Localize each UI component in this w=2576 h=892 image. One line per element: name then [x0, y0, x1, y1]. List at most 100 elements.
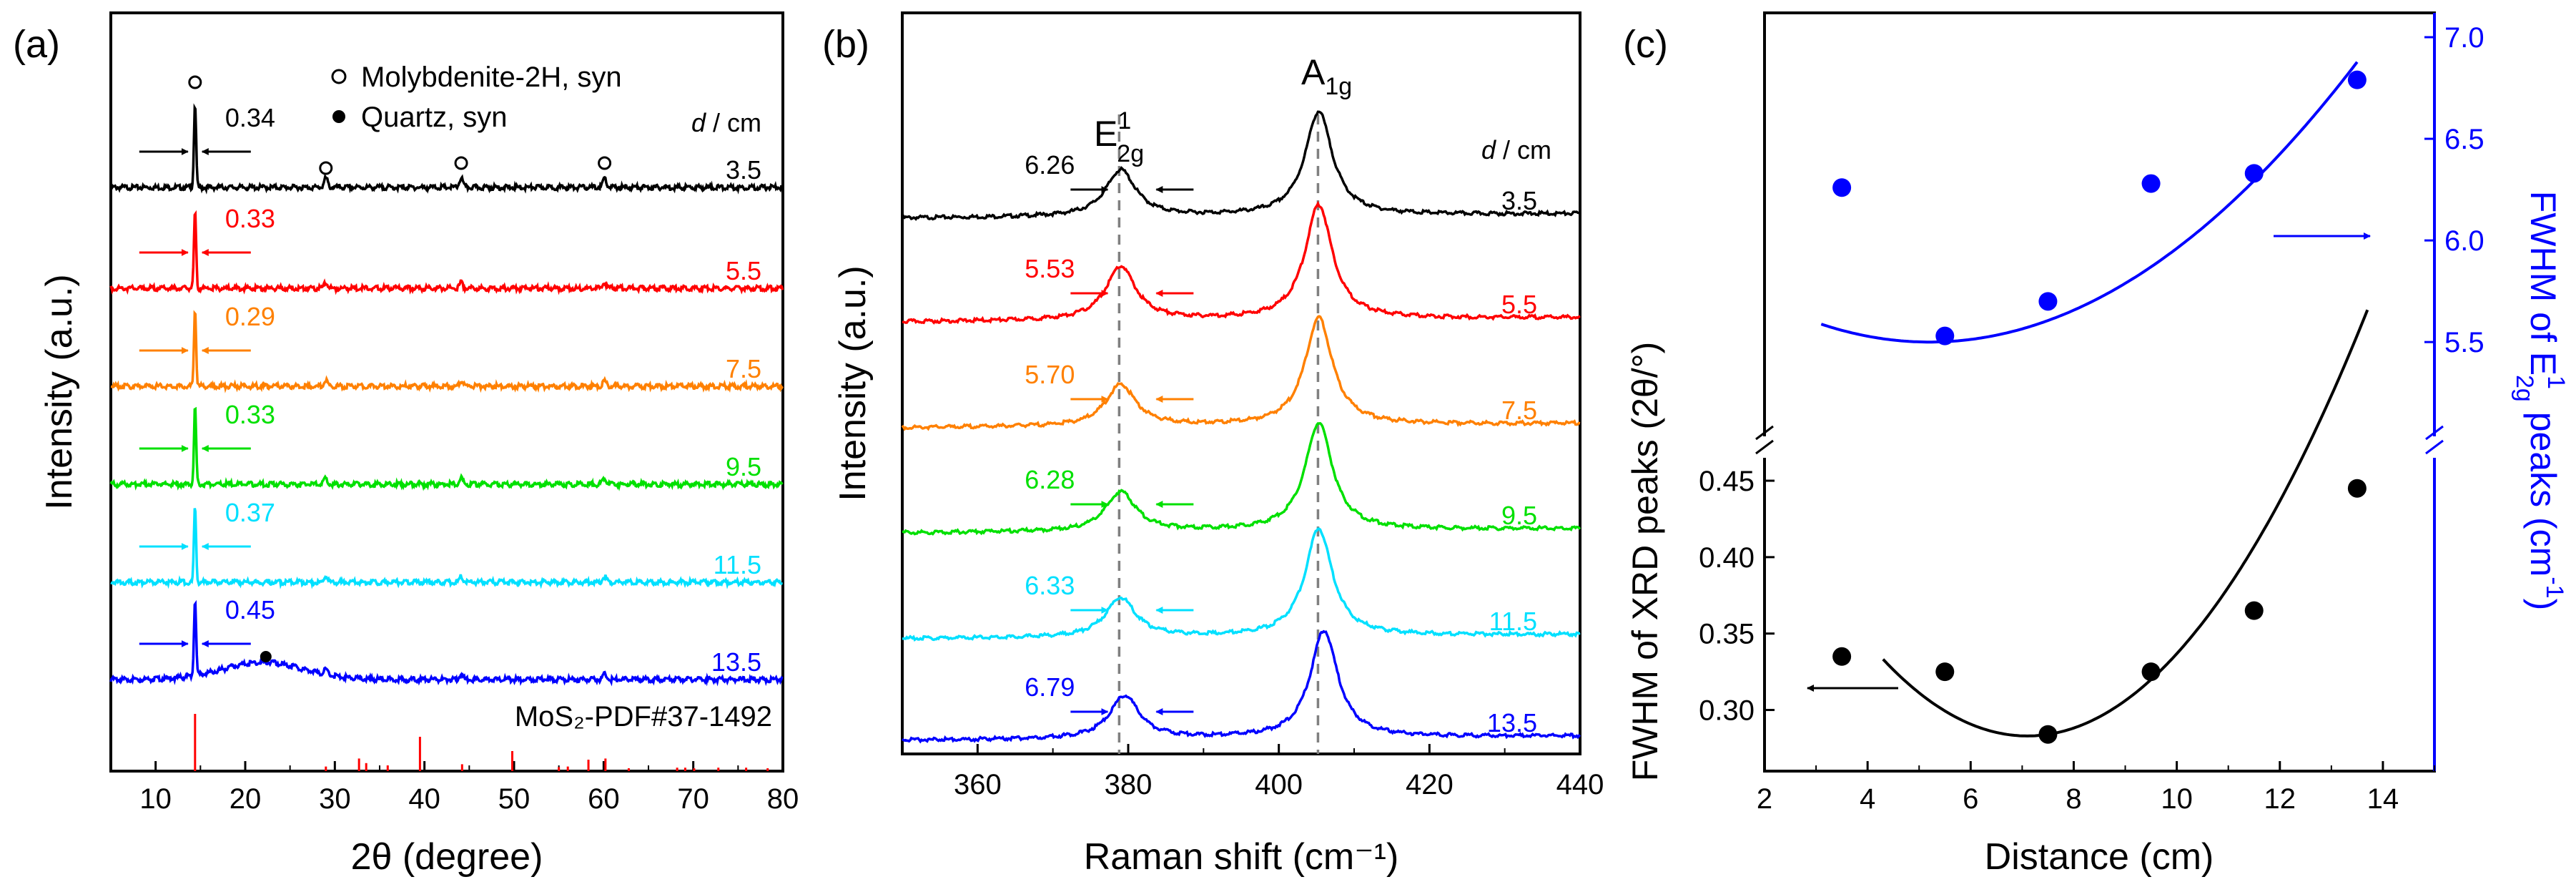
x-tick-label: 60 — [588, 783, 620, 815]
xrd-curve — [109, 210, 784, 295]
x-tick-label: 2 — [1757, 783, 1772, 815]
xrd-curve — [109, 103, 784, 195]
raman-curve — [902, 421, 1581, 536]
molybdenite-peak-marker — [598, 156, 612, 170]
panel-c-data-points — [1832, 70, 2367, 744]
distance-label: 5.5 — [726, 256, 761, 285]
distance-label: 7.5 — [726, 354, 761, 383]
data-point — [1935, 662, 1955, 682]
fwhm-value-label: 0.45 — [225, 595, 275, 624]
data-point — [2244, 601, 2264, 620]
panel-a-y-axis-label: Intensity (a.u.) — [39, 274, 80, 509]
distance-label: 13.5 — [1487, 708, 1537, 737]
fit-curve — [1820, 61, 2359, 344]
panel-a-x-axis-label: 2θ (degree) — [351, 836, 543, 878]
fwhm-value-label: 0.33 — [225, 204, 275, 233]
right-y-tick-label: 6.0 — [2444, 225, 2484, 257]
panel-b-y-axis-label: Intensity (a.u.) — [832, 265, 874, 501]
left-y-tick-label: 0.30 — [1699, 695, 1755, 727]
quartz-peak-marker — [260, 651, 272, 662]
fwhm-value-label: 0.33 — [225, 400, 275, 429]
panel-a-reference-lines — [194, 714, 769, 771]
fwhm-value-label: 0.37 — [225, 498, 275, 527]
molybdenite-peak-marker — [454, 156, 468, 170]
x-tick-label: 50 — [498, 783, 531, 815]
panel-b-label: (b) — [822, 23, 869, 66]
x-tick-label: 40 — [408, 783, 440, 815]
distance-label: 11.5 — [1489, 607, 1537, 636]
x-tick-label: 6 — [1963, 783, 1978, 815]
x-tick-label: 440 — [1556, 769, 1604, 800]
molybdenite-peak-marker — [188, 75, 202, 89]
x-tick-label: 360 — [954, 769, 1002, 800]
panel-b-annotations: 6.26 3.5 5.53 5.5 5.70 7.5 6.28 9.5 6.33 11.5 6.79… — [1025, 150, 1537, 737]
panel-a-label: (a) — [13, 23, 60, 66]
panel-c-right-axis-label: FWHM of E12g peaks (cm-1) — [2511, 191, 2570, 610]
x-tick-label: 380 — [1105, 769, 1153, 800]
data-point — [1832, 178, 1852, 197]
distance-label: 13.5 — [711, 647, 761, 677]
legend-open-circle-marker — [331, 69, 347, 84]
left-y-tick-label: 0.40 — [1699, 542, 1755, 574]
x-tick-label: 12 — [2264, 783, 2296, 815]
data-point — [1832, 647, 1852, 666]
raman-curve — [902, 527, 1581, 642]
fwhm-value-label: 5.53 — [1025, 254, 1075, 283]
panel-b-peak-guides — [1117, 114, 1320, 754]
distance-label: 9.5 — [1501, 501, 1537, 530]
panel-a-legend: Molybdenite-2H, syn Quartz, syn — [331, 62, 622, 133]
data-point — [2141, 174, 2161, 193]
data-point — [2347, 70, 2367, 89]
left-y-tick-label: 0.35 — [1699, 619, 1755, 650]
fwhm-value-label: 6.33 — [1025, 571, 1075, 600]
molybdenite-peak-marker — [319, 161, 333, 175]
xrd-curve — [110, 310, 784, 393]
x-tick-label: 10 — [139, 783, 172, 815]
legend-molybdenite-label: Molybdenite-2H, syn — [361, 62, 622, 93]
distance-label: 7.5 — [1501, 396, 1537, 425]
fwhm-value-label: 5.70 — [1025, 360, 1075, 389]
panel-b-d-header: d / cm — [1481, 135, 1551, 165]
x-tick-label: 400 — [1255, 769, 1303, 800]
panel-a-xrd: (a) 10 20 30 40 50 60 70 80 0.34 3.5 0.33 5.5 0.29 7… — [13, 11, 799, 878]
data-point — [2141, 662, 2161, 682]
panel-c-left-ticks: 0.30 0.35 0.40 0.45 — [1699, 466, 1775, 727]
data-point — [1935, 326, 1955, 345]
panel-b-frame — [901, 11, 1581, 755]
raman-curve — [901, 629, 1581, 744]
panel-c-left-axis-label: FWHM of XRD peaks (2θ/°) — [1625, 342, 1665, 782]
data-point — [2244, 164, 2264, 183]
panel-c-right-ticks: 5.5 6.0 6.5 7.0 — [2424, 22, 2484, 358]
legend-filled-circle-marker — [332, 110, 345, 123]
panel-b-series — [901, 110, 1581, 744]
xrd-curve — [109, 406, 784, 491]
x-tick-label: 10 — [2161, 783, 2193, 815]
peak-label-e2g: E1 2g — [1094, 107, 1144, 167]
x-tick-label: 420 — [1406, 769, 1454, 800]
distance-label: 9.5 — [726, 452, 761, 481]
x-tick-label: 4 — [1860, 783, 1875, 815]
axis-break-marks — [1755, 425, 2444, 455]
fwhm-value-label: 6.26 — [1025, 150, 1075, 180]
panel-c-x-ticks: 2 4 6 8 10 12 14 — [1757, 761, 2435, 815]
left-y-tick-label: 0.45 — [1699, 466, 1755, 497]
panel-b-raman: (b) 360 380 400 420 440 6.26 3.5 5.53 5.5 5.70 7.… — [822, 11, 1604, 878]
fwhm-value-label: 0.34 — [225, 103, 275, 132]
panel-a-reference-label: MoS₂-PDF#37-1492 — [515, 701, 772, 732]
panel-a-d-header: d / cm — [691, 108, 761, 137]
raman-curve — [902, 200, 1581, 325]
data-point — [2038, 292, 2058, 311]
raman-curve — [901, 315, 1581, 431]
right-y-tick-label: 6.5 — [2444, 124, 2484, 155]
fwhm-value-label: 0.29 — [225, 302, 275, 331]
panel-c-label: (c) — [1623, 23, 1668, 66]
x-tick-label: 8 — [2066, 783, 2081, 815]
xrd-curve — [109, 599, 784, 687]
x-tick-label: 14 — [2367, 783, 2399, 815]
right-y-tick-label: 7.0 — [2444, 22, 2484, 54]
x-tick-label: 20 — [230, 783, 262, 815]
panel-a-series — [109, 103, 784, 687]
fwhm-value-label: 6.79 — [1025, 672, 1075, 702]
panel-c-fit-curves — [1820, 61, 2369, 737]
